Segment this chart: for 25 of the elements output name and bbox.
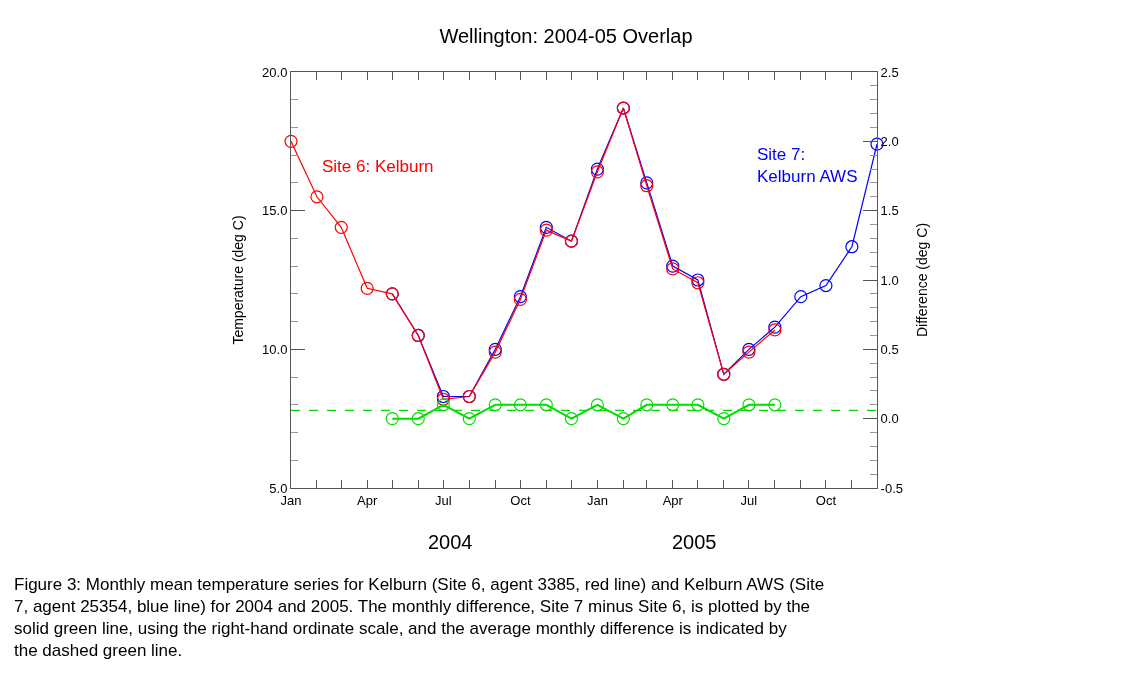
x-tick-label: Oct	[510, 492, 531, 508]
x-tick-label: Apr	[357, 492, 378, 508]
y2-tick-label: 1.0	[880, 272, 899, 288]
chart-title: Wellington: 2004-05 Overlap	[439, 25, 693, 47]
y2-tick-label: 1.5	[880, 203, 899, 219]
y-tick-label: 20.0	[262, 64, 288, 80]
y2-tick-label: 0.5	[880, 341, 899, 357]
y-axis-title: Temperature (deg C)	[229, 215, 246, 345]
x-tick-label: Oct	[815, 492, 837, 508]
text: 2005	[672, 531, 717, 553]
x-tick-label: Jul	[435, 492, 452, 508]
y2-tick-label: -0.5	[880, 480, 904, 496]
series-label: Site 7: Kelburn AWS	[757, 145, 858, 187]
x-tick-label: Jul	[740, 492, 758, 508]
y2-axis-title: Difference (deg C)	[914, 222, 931, 338]
x-tick-label: Jan	[586, 492, 608, 508]
x-tick-label: Apr	[662, 492, 684, 508]
y2-tick-label: 2.5	[880, 64, 899, 80]
y2-tick-label: 2.0	[880, 133, 899, 149]
series-label: Site 6: Kelburn	[322, 157, 434, 176]
text: 2004	[428, 531, 473, 553]
y-tick-label: 15.0	[262, 203, 288, 219]
y-tick-label: 10.0	[262, 341, 288, 357]
y2-tick-label: 0.0	[880, 411, 899, 427]
caption: Figure 3: Monthly mean temperature series for Kelburn (Site 6, agent 3385, red line) and Kelburn AWS (Site 7, agent 25354, blue line) for 2004 and 2005. The monthly difference, Site 7 minus Site 6, is plotted by the solid green line, using the right-hand ordinate scale, and the average monthly difference is indicated by the dashed green line.	[14, 575, 825, 661]
